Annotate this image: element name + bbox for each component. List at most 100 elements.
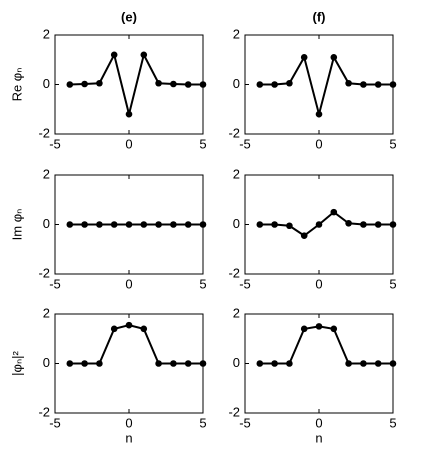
y-tick-label: 2 [233, 166, 240, 181]
data-point [199, 81, 207, 88]
x-tick-label: -5 [239, 136, 251, 151]
data-point [271, 221, 278, 228]
data-point [256, 221, 264, 228]
x-tick-label: 5 [389, 415, 396, 430]
data-point [300, 232, 308, 239]
y-tick-label: -2 [228, 265, 240, 280]
x-tick-label: 5 [199, 136, 206, 151]
data-point [256, 360, 264, 367]
x-tick-label: 0 [315, 276, 322, 291]
x-axis-label: n [125, 430, 132, 445]
data-point [286, 360, 293, 367]
data-point [389, 360, 397, 367]
data-point [170, 80, 177, 88]
data-point [110, 325, 118, 333]
data-point [256, 81, 264, 88]
data-point [66, 81, 74, 88]
data-point [66, 221, 74, 228]
data-point [170, 360, 177, 367]
data-point [300, 53, 308, 61]
data-point [125, 221, 133, 228]
data-point [140, 51, 148, 59]
x-tick-label: 0 [125, 136, 132, 151]
data-point [389, 81, 397, 88]
x-tick-label: 0 [125, 276, 132, 291]
data-line [69, 51, 203, 115]
y-tick-label: -2 [228, 125, 240, 140]
y-tick-label: -2 [228, 404, 240, 419]
data-point [360, 360, 367, 367]
data-line [259, 210, 393, 237]
data-point [110, 51, 118, 59]
data-point [96, 221, 103, 228]
x-tick-label: -5 [49, 415, 61, 430]
data-point [374, 360, 382, 367]
data-point [360, 81, 367, 88]
panel-title: (e) [121, 9, 137, 24]
y-tick-label: 0 [233, 355, 240, 370]
data-point [140, 221, 148, 228]
data-point [184, 360, 192, 367]
data-point [140, 325, 148, 333]
data-point [184, 221, 192, 228]
data-point [125, 321, 133, 329]
data-point [315, 221, 323, 228]
data-point [389, 221, 397, 228]
data-point [286, 79, 293, 87]
data-point [360, 221, 367, 228]
y-tick-label: 0 [43, 355, 50, 370]
x-tick-label: -5 [49, 276, 61, 291]
data-point [96, 79, 103, 87]
x-tick-label: -5 [239, 276, 251, 291]
y-tick-label: 2 [43, 26, 50, 41]
data-point [271, 81, 278, 88]
data-point [125, 110, 133, 118]
y-tick-label: 2 [233, 305, 240, 320]
y-axis-label: |φₙ|² [9, 350, 24, 375]
data-point [345, 360, 352, 367]
y-axis-label: Re φₙ [9, 68, 24, 102]
data-point [374, 81, 382, 88]
data-point [66, 360, 74, 367]
data-point [184, 81, 192, 88]
data-line [259, 54, 393, 119]
y-tick-label: 0 [233, 76, 240, 91]
data-point [81, 360, 88, 367]
data-point [374, 221, 382, 228]
data-point [271, 360, 278, 367]
data-point [155, 221, 162, 228]
y-tick-label: -2 [38, 404, 50, 419]
y-axis-label: Im φₙ [9, 209, 24, 241]
data-point [170, 221, 177, 228]
data-point [330, 208, 338, 216]
x-tick-label: 5 [389, 276, 396, 291]
x-tick-label: 0 [125, 415, 132, 430]
y-tick-label: 2 [233, 26, 240, 41]
data-line [69, 324, 203, 365]
y-tick-label: 2 [43, 305, 50, 320]
data-point [110, 221, 118, 228]
x-tick-label: -5 [239, 415, 251, 430]
x-tick-label: 5 [199, 276, 206, 291]
x-axis-label: n [315, 430, 322, 445]
data-point [81, 80, 88, 88]
data-point [286, 222, 293, 230]
y-tick-label: 0 [43, 216, 50, 231]
y-tick-label: 0 [233, 216, 240, 231]
data-point [81, 221, 88, 228]
data-line [259, 325, 393, 365]
x-tick-label: 0 [315, 136, 322, 151]
data-point [155, 360, 162, 367]
data-point [315, 323, 323, 330]
data-point [155, 79, 162, 87]
y-tick-label: -2 [38, 125, 50, 140]
x-tick-label: -5 [49, 136, 61, 151]
data-point [330, 325, 338, 333]
y-tick-label: 2 [43, 166, 50, 181]
data-point [96, 360, 103, 367]
data-point [199, 221, 207, 228]
data-point [330, 53, 338, 61]
data-point [315, 110, 323, 118]
x-tick-label: 0 [315, 415, 322, 430]
